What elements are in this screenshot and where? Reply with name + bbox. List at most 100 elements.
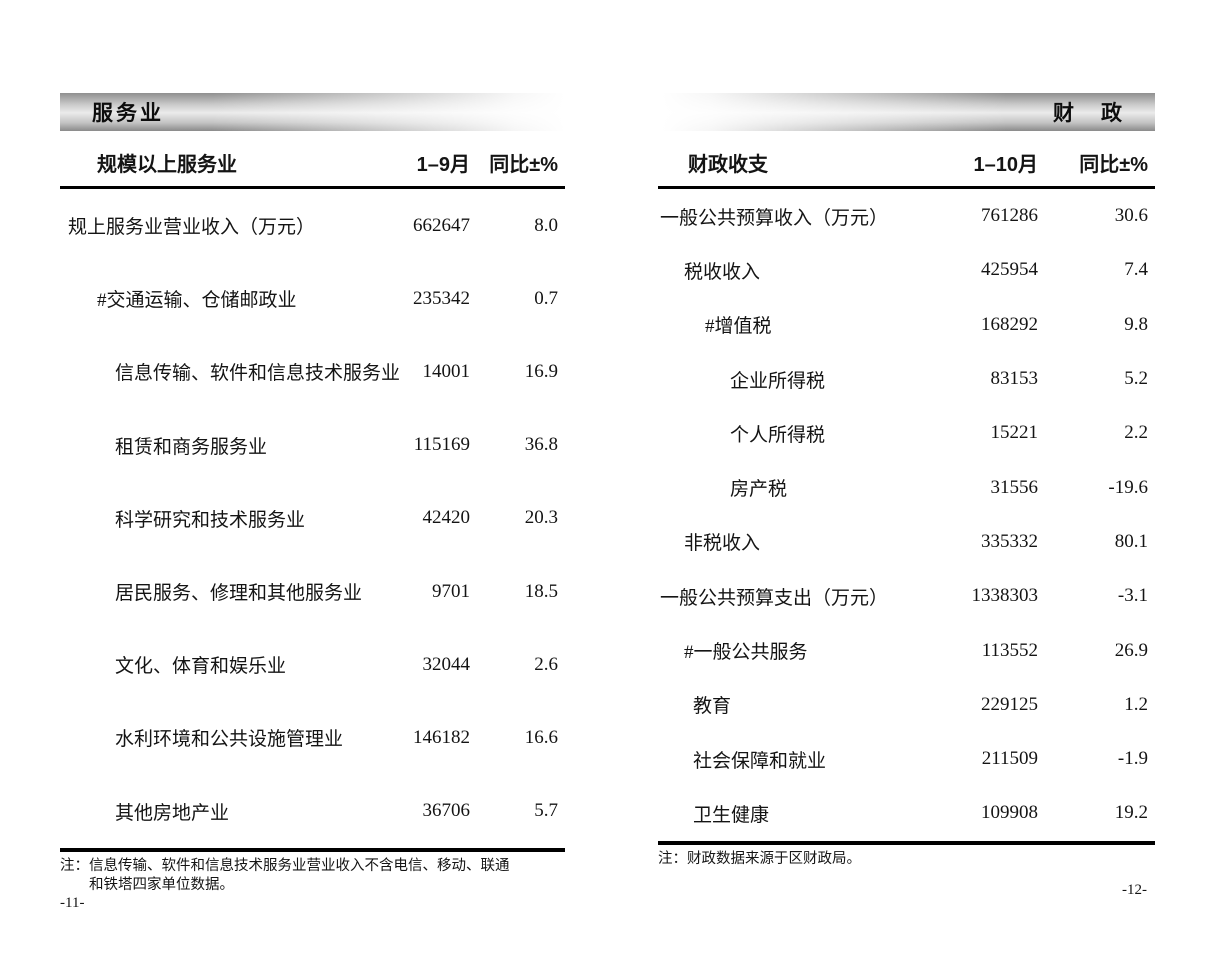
row-value: 109908 [981,802,1038,824]
table-row: 教育 229125 1.2 [658,678,1155,732]
row-label: 规上服务业营业收入（万元） [68,217,316,239]
row-value: 36706 [422,800,471,822]
footnote-finance: 注： 财政数据来源于区财政局。 [658,850,1155,869]
table-row: 文化、体育和娱乐业 32044 2.6 [60,628,565,701]
table-row: 一般公共预算收入（万元） 761286 30.6 [658,189,1155,243]
row-value: 235342 [413,287,470,309]
table-row: 其他房地产业 36706 5.7 [60,775,565,848]
footnote-text: 信息传输、软件和信息技术服务业营业收入不含电信、移动、联通 和铁塔四家单位数据。 [89,857,510,895]
row-value: 32044 [422,653,471,675]
row-value: 15221 [990,422,1039,444]
row-yoy: 19.2 [1114,802,1148,824]
row-value: 31556 [990,476,1039,498]
row-value: 14001 [422,360,471,382]
row-yoy: -1.9 [1117,748,1148,770]
row-yoy: 5.7 [534,800,558,822]
table-row: 规上服务业营业收入（万元） 662647 8.0 [60,189,565,262]
row-value: 115169 [413,434,470,456]
row-label: 水利环境和公共设施管理业 [115,729,344,751]
row-value: 229125 [981,693,1038,715]
table-row: 一般公共预算支出（万元） 1338303 -3.1 [658,569,1155,623]
row-yoy: 7.4 [1124,259,1148,281]
row-label: 卫生健康 [693,804,770,826]
table-title: 规模以上服务业 [97,154,237,176]
row-yoy: 16.9 [524,360,558,382]
row-value: 211509 [981,748,1038,770]
table-row: 社会保障和就业 211509 -1.9 [658,732,1155,786]
page-services: 服务业 规模以上服务业 1–9月 同比±% 规上服务业营业收入（万元） 6626… [60,93,565,912]
row-label: 信息传输、软件和信息技术服务业 [115,363,401,385]
row-value: 425954 [981,259,1038,281]
row-yoy: 1.2 [1124,693,1148,715]
row-yoy: 30.6 [1114,205,1148,227]
row-value: 113552 [981,639,1038,661]
row-label: 居民服务、修理和其他服务业 [115,583,363,605]
table-body-finance: 一般公共预算收入（万元） 761286 30.6 税收收入 425954 7.4… [658,189,1155,845]
table-row: 个人所得税 15221 2.2 [658,406,1155,460]
section-header-services: 服务业 [60,93,565,131]
row-yoy: 2.6 [534,653,558,675]
page-number-left: -11- [60,895,85,912]
row-yoy: 80.1 [1114,530,1148,552]
row-value: 335332 [981,530,1038,552]
footnote-line: 财政数据来源于区财政局。 [687,851,861,867]
column-header-period: 1–9月 [416,154,470,176]
row-label: 其他房地产业 [115,802,230,824]
row-value: 1338303 [971,585,1039,607]
row-label: 一般公共预算收入（万元） [660,207,889,229]
row-yoy: 16.6 [524,726,558,748]
row-label: 科学研究和技术服务业 [115,509,306,531]
table-row: 卫生健康 109908 19.2 [658,786,1155,840]
section-title: 财 政 [1053,102,1125,125]
footnote-line: 和铁塔四家单位数据。 [89,877,234,894]
row-yoy: 36.8 [524,434,558,456]
footnote-text: 财政数据来源于区财政局。 [687,850,861,869]
table-row: 科学研究和技术服务业 42420 20.3 [60,482,565,555]
row-label: #交通运输、仓储邮政业 [97,290,297,312]
footnote-line: 信息传输、软件和信息技术服务业营业收入不含电信、移动、联通 [89,858,510,874]
row-label: 教育 [693,696,732,718]
row-value: 9701 [432,580,470,602]
row-yoy: 0.7 [534,287,558,309]
row-yoy: 20.3 [524,507,558,529]
row-yoy: 18.5 [524,580,558,602]
table-row: 水利环境和公共设施管理业 146182 16.6 [60,701,565,774]
row-label: 非税收入 [684,533,761,555]
table-row: 非税收入 335332 80.1 [658,515,1155,569]
row-yoy: 26.9 [1114,639,1148,661]
table-row: 房产税 31556 -19.6 [658,460,1155,514]
row-label: #一般公共服务 [684,642,808,664]
row-yoy: 2.2 [1124,422,1148,444]
table-row: 企业所得税 83153 5.2 [658,352,1155,406]
row-label: 社会保障和就业 [693,750,827,772]
table-row: #一般公共服务 113552 26.9 [658,623,1155,677]
row-value: 761286 [981,205,1038,227]
table-title: 财政收支 [688,154,768,176]
table-row: 税收收入 425954 7.4 [658,243,1155,297]
footnote-label: 注： [60,858,89,874]
row-value: 662647 [413,214,470,236]
row-label: 房产税 [730,479,788,501]
row-yoy: -19.6 [1108,476,1148,498]
footnote-label: 注： [658,851,687,867]
column-header-yoy: 同比±% [489,154,558,176]
column-header-yoy: 同比±% [1079,154,1148,176]
row-yoy: 5.2 [1124,368,1148,390]
row-label: 一般公共预算支出（万元） [660,587,889,609]
page-finance: 财 政 财政收支 1–10月 同比±% 一般公共预算收入（万元） 761286 … [658,93,1155,899]
row-value: 42420 [422,507,471,529]
footnote-services: 注： 信息传输、软件和信息技术服务业营业收入不含电信、移动、联通 和铁塔四家单位… [60,857,565,895]
page-number-right: -12- [1122,882,1147,899]
table-row: #交通运输、仓储邮政业 235342 0.7 [60,262,565,335]
table-header-row: 规模以上服务业 1–9月 同比±% [60,131,565,189]
table-row: #增值税 168292 9.8 [658,298,1155,352]
row-label: 企业所得税 [730,370,826,392]
column-header-period: 1–10月 [973,154,1039,176]
row-value: 83153 [990,368,1039,390]
table-row: 租赁和商务服务业 115169 36.8 [60,409,565,482]
row-label: #增值税 [705,316,772,338]
table-row: 居民服务、修理和其他服务业 9701 18.5 [60,555,565,628]
row-label: 租赁和商务服务业 [115,436,268,458]
row-label: 个人所得税 [730,424,826,446]
